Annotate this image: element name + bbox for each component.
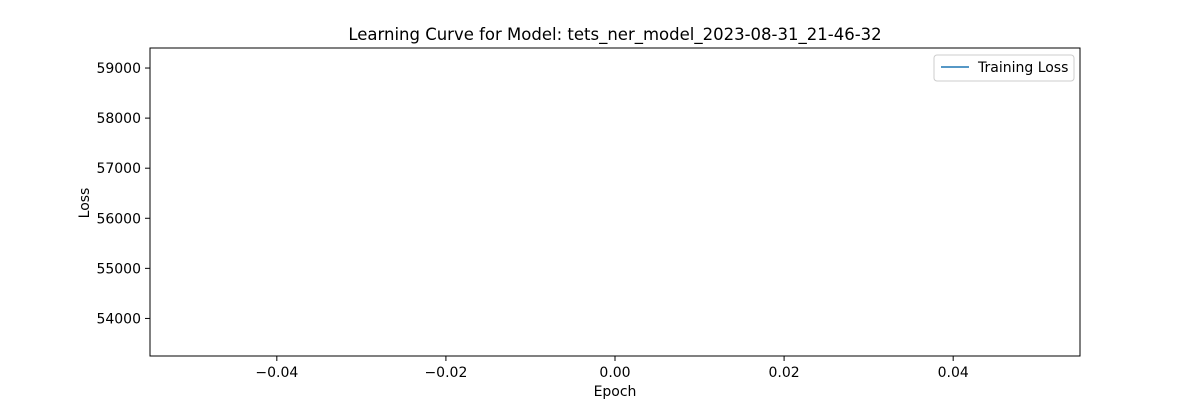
y-axis-label: Loss bbox=[77, 188, 93, 219]
x-tick-label: −0.02 bbox=[424, 365, 467, 381]
legend-box bbox=[933, 54, 1075, 82]
y-tick-label: 57000 bbox=[96, 161, 141, 177]
x-axis-label: Epoch bbox=[594, 384, 637, 400]
y-axis-ticks: 54000 55000 56000 57000 58000 59000 bbox=[96, 61, 150, 327]
x-axis-ticks: −0.04 −0.02 0.00 0.02 0.04 bbox=[255, 356, 969, 381]
y-tick-label: 55000 bbox=[96, 261, 141, 277]
x-tick-label: 0.00 bbox=[599, 365, 630, 381]
legend: Training Loss bbox=[933, 54, 1075, 82]
x-tick-label: 0.04 bbox=[938, 365, 969, 381]
legend-label-training-loss: Training Loss bbox=[977, 60, 1068, 76]
y-tick-label: 56000 bbox=[96, 211, 141, 227]
x-tick-label: −0.04 bbox=[255, 365, 298, 381]
y-tick-label: 59000 bbox=[96, 61, 141, 77]
x-tick-label: 0.02 bbox=[769, 365, 800, 381]
chart-title: Learning Curve for Model: tets_ner_model… bbox=[348, 25, 881, 45]
y-tick-label: 54000 bbox=[96, 311, 141, 327]
y-tick-label: 58000 bbox=[96, 111, 141, 127]
